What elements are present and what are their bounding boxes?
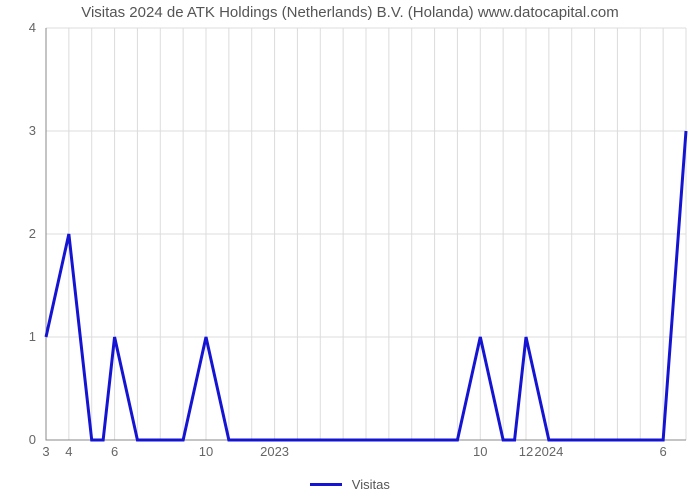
legend: Visitas — [0, 476, 700, 492]
svg-text:6: 6 — [660, 444, 667, 459]
svg-text:2023: 2023 — [260, 444, 289, 459]
chart-plot: 01234346102023101220246 — [46, 28, 686, 440]
svg-text:6: 6 — [111, 444, 118, 459]
legend-swatch — [310, 483, 342, 486]
svg-text:1: 1 — [29, 329, 36, 344]
svg-text:12: 12 — [519, 444, 533, 459]
svg-text:4: 4 — [65, 444, 72, 459]
svg-text:3: 3 — [42, 444, 49, 459]
svg-text:3: 3 — [29, 123, 36, 138]
svg-text:0: 0 — [29, 432, 36, 447]
svg-text:10: 10 — [199, 444, 213, 459]
svg-text:4: 4 — [29, 20, 36, 35]
chart-title: Visitas 2024 de ATK Holdings (Netherland… — [0, 4, 700, 21]
svg-text:2024: 2024 — [534, 444, 563, 459]
svg-text:10: 10 — [473, 444, 487, 459]
svg-text:2: 2 — [29, 226, 36, 241]
legend-label: Visitas — [352, 477, 390, 492]
chart-container: Visitas 2024 de ATK Holdings (Netherland… — [0, 0, 700, 500]
